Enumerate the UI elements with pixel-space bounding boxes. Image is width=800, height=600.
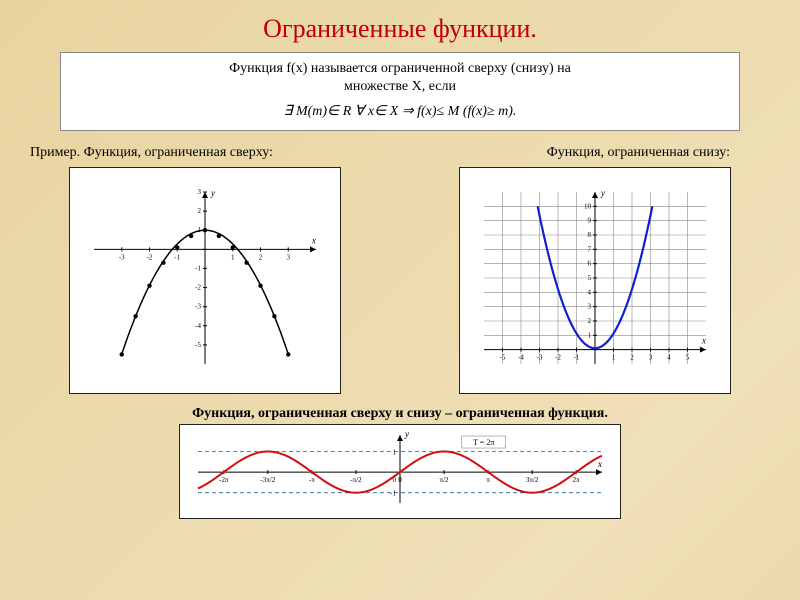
svg-text:π: π bbox=[486, 476, 490, 484]
svg-text:x: x bbox=[311, 235, 316, 245]
svg-text:T = 2π: T = 2π bbox=[473, 438, 494, 447]
svg-text:-2: -2 bbox=[555, 354, 561, 362]
svg-text:-5: -5 bbox=[195, 341, 201, 349]
svg-text:-3: -3 bbox=[119, 253, 125, 261]
svg-text:5: 5 bbox=[588, 274, 592, 282]
svg-text:-1: -1 bbox=[174, 253, 180, 261]
chart-bounded-above: -3-2-1123-5-4-3-2-1123xy bbox=[69, 167, 341, 394]
svg-text:π/2: π/2 bbox=[440, 476, 449, 484]
definition-line1: Функция f(x) называется ограниченной све… bbox=[75, 61, 725, 77]
svg-text:-1: -1 bbox=[574, 354, 580, 362]
svg-text:10: 10 bbox=[584, 202, 592, 210]
svg-text:2: 2 bbox=[198, 207, 202, 215]
svg-text:5: 5 bbox=[686, 354, 690, 362]
svg-text:y: y bbox=[210, 188, 215, 198]
svg-text:8: 8 bbox=[588, 231, 592, 239]
svg-text:-4: -4 bbox=[518, 354, 524, 362]
svg-text:4: 4 bbox=[588, 288, 592, 296]
svg-text:x: x bbox=[701, 336, 706, 346]
svg-text:1: 1 bbox=[612, 354, 616, 362]
svg-text:3π/2: 3π/2 bbox=[526, 476, 539, 484]
svg-text:2: 2 bbox=[259, 253, 263, 261]
svg-text:3: 3 bbox=[649, 354, 653, 362]
svg-text:-1: -1 bbox=[390, 490, 396, 498]
svg-text:x: x bbox=[597, 459, 602, 469]
svg-text:1: 1 bbox=[231, 253, 235, 261]
svg-text:1: 1 bbox=[393, 448, 397, 456]
svg-text:4: 4 bbox=[667, 354, 671, 362]
svg-text:3: 3 bbox=[588, 303, 592, 311]
svg-text:-5: -5 bbox=[500, 354, 506, 362]
svg-text:0: 0 bbox=[398, 476, 402, 484]
definition-box: Функция f(x) называется ограниченной све… bbox=[60, 52, 740, 131]
svg-text:3: 3 bbox=[287, 253, 291, 261]
definition-line2: множестве X, если bbox=[75, 79, 725, 95]
svg-text:-3: -3 bbox=[537, 354, 543, 362]
svg-text:y: y bbox=[600, 188, 605, 198]
svg-text:-π: -π bbox=[309, 476, 315, 484]
caption-right: Функция, ограниченная снизу: bbox=[547, 145, 730, 161]
svg-text:-3π/2: -3π/2 bbox=[260, 476, 275, 484]
page-title: Ограниченные функции. bbox=[0, 0, 800, 52]
chart-right-svg: -5 -4 -3 -2 -1 1 2 3 4 5 1 2 3 4 5 6 7 8 9 10 x y bbox=[460, 168, 730, 388]
svg-text:-2: -2 bbox=[147, 253, 153, 261]
summary-text: Функция, ограниченная сверху и снизу – о… bbox=[0, 406, 800, 422]
svg-text:2: 2 bbox=[630, 354, 634, 362]
chart-bounded-below: -5 -4 -3 -2 -1 1 2 3 4 5 1 2 3 4 5 6 7 8 9 10 x y bbox=[459, 167, 731, 394]
svg-text:-3: -3 bbox=[195, 303, 201, 311]
svg-text:y: y bbox=[404, 429, 409, 439]
chart-sine: -2π-3π/2-π-π/20π/2π3π/22π1-10T = 2πxy bbox=[179, 424, 621, 519]
svg-text:7: 7 bbox=[588, 245, 592, 253]
chart-left-svg: -3-2-1123-5-4-3-2-1123xy bbox=[70, 168, 340, 388]
svg-text:-2π: -2π bbox=[219, 476, 229, 484]
svg-text:2π: 2π bbox=[573, 476, 581, 484]
svg-text:-π/2: -π/2 bbox=[350, 476, 362, 484]
chart-sine-svg: -2π-3π/2-π-π/20π/2π3π/22π1-10T = 2πxy bbox=[180, 425, 620, 513]
svg-text:9: 9 bbox=[588, 217, 592, 225]
svg-text:6: 6 bbox=[588, 260, 592, 268]
definition-formula: ∃ M(m)∈ R ∀ x∈ X ⇒ f(x)≤ M (f(x)≥ m). bbox=[75, 103, 725, 120]
svg-text:-4: -4 bbox=[195, 322, 201, 330]
svg-text:-2: -2 bbox=[195, 284, 201, 292]
svg-text:3: 3 bbox=[198, 188, 202, 196]
svg-text:2: 2 bbox=[588, 317, 592, 325]
svg-text:1: 1 bbox=[588, 331, 592, 339]
svg-text:-1: -1 bbox=[195, 264, 201, 272]
caption-left: Пример. Функция, ограниченная сверху: bbox=[30, 145, 273, 161]
